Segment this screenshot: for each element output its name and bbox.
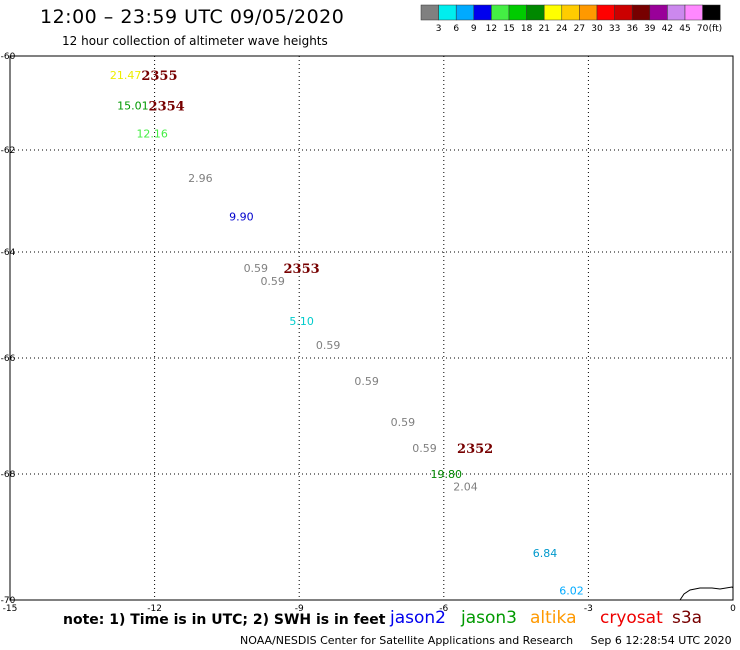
y-tick-label: -70	[1, 596, 16, 606]
colorbar-label: 39	[644, 24, 656, 34]
colorbar-label: 21	[538, 24, 549, 34]
coastline	[679, 586, 734, 601]
satellite-legend-item: altika	[530, 608, 577, 628]
x-tick-label: -9	[295, 604, 304, 614]
colorbar-label: 30	[591, 24, 603, 34]
colorbar-swatch	[649, 4, 668, 21]
data-points: 21.4715.0112.162.969.900.590.595.100.590…	[110, 69, 584, 598]
wave-height-label: 0.59	[354, 375, 379, 388]
colorbar-swatch	[491, 4, 510, 21]
colorbar-label: 12	[486, 24, 497, 34]
colorbar-swatch	[543, 4, 563, 21]
colorbar-label: 6	[453, 24, 459, 34]
grid-lines	[10, 56, 733, 600]
credit-text: NOAA/NESDIS Center for Satellite Applica…	[240, 634, 574, 647]
footer-note: note: 1) Time is in UTC; 2) SWH is in fe…	[63, 612, 386, 628]
x-tick-label: 0	[730, 604, 736, 614]
colorbar-swatch	[420, 4, 439, 21]
wave-height-label: 15.01	[117, 99, 149, 112]
wave-height-label: 0.59	[391, 416, 416, 429]
colorbar-swatch	[508, 4, 527, 21]
x-tick-label: -15	[3, 604, 18, 614]
wave-height-label: 2.04	[453, 481, 478, 494]
wave-height-label: 2.96	[188, 172, 213, 185]
colorbar-label: 27	[574, 24, 585, 34]
y-tick-label: -62	[1, 146, 16, 156]
axis-ticks: -15 -12 -9 -6 -3 0 -60 -62 -64 -66 -68 -70	[1, 52, 736, 614]
time-label: 2355	[141, 69, 177, 84]
x-tick-label: -3	[584, 604, 593, 614]
wave-height-label: 19.80	[430, 468, 462, 481]
colorbar-swatch	[561, 4, 580, 21]
colorbar-swatch	[614, 4, 633, 21]
page-title: 12:00 – 23:59 UTC 09/05/2020	[40, 6, 345, 28]
colorbar-swatch	[579, 4, 598, 21]
wave-height-label: 6.02	[559, 585, 584, 598]
colorbar-label: 45	[679, 24, 690, 34]
wave-height-label: 21.47	[110, 69, 142, 82]
wave-height-label: 12.16	[136, 128, 168, 141]
x-tick-label: -6	[439, 604, 448, 614]
colorbar-swatch	[684, 4, 703, 21]
colorbar-swatch	[455, 4, 475, 21]
colorbar-swatch	[667, 4, 686, 21]
colorbar-swatch	[596, 4, 615, 21]
y-tick-label: -64	[1, 248, 16, 258]
wave-height-label: 6.84	[533, 547, 558, 560]
colorbar-swatch	[526, 4, 545, 21]
colorbar-label: 15	[503, 24, 514, 34]
colorbar-label: 9	[471, 24, 477, 34]
credit-line: NOAA/NESDIS Center for Satellite Applica…	[240, 634, 732, 647]
colorbar-swatch	[438, 4, 457, 21]
colorbar-label: 18	[521, 24, 533, 34]
colorbar-label: 33	[609, 24, 620, 34]
wave-height-label: 0.59	[412, 442, 437, 455]
wave-height-label: 0.59	[316, 339, 341, 352]
wave-height-label: 9.90	[229, 210, 254, 223]
colorbar-label: 42	[662, 24, 673, 34]
y-tick-label: -66	[1, 354, 16, 364]
colorbar: 3 6 9 12 15 18 21 24 27 30 33 36 39 42 45 70 (ft)	[420, 4, 723, 34]
colorbar-label: 24	[556, 24, 568, 34]
colorbar-label: 3	[436, 24, 442, 34]
colorbar-unit: (ft)	[709, 24, 723, 34]
colorbar-label: 70	[697, 24, 709, 34]
x-tick-label: -12	[147, 604, 162, 614]
plot-frame	[9, 55, 734, 601]
satellite-legend-item: cryosat	[600, 608, 663, 628]
satellite-legend-item: s3a	[672, 608, 703, 628]
y-tick-label: -60	[1, 52, 16, 62]
timestamp: Sep 6 12:28:54 UTC 2020	[590, 634, 732, 647]
colorbar-swatch	[702, 4, 721, 21]
page-subtitle: 12 hour collection of altimeter wave hei…	[62, 34, 328, 48]
colorbar-swatch	[631, 4, 651, 21]
y-tick-label: -68	[1, 470, 16, 480]
colorbar-label: 36	[626, 24, 638, 34]
wave-height-label: 0.59	[260, 275, 285, 288]
satellite-legend-item: jason2	[390, 608, 446, 628]
colorbar-swatch	[473, 4, 492, 21]
time-label: 2352	[457, 442, 493, 457]
satellite-legend-item: jason3	[461, 608, 517, 628]
wave-height-label: 5.10	[289, 315, 314, 328]
time-label: 2354	[149, 99, 185, 114]
time-label: 2353	[284, 262, 320, 277]
wave-height-label: 0.59	[244, 262, 269, 275]
